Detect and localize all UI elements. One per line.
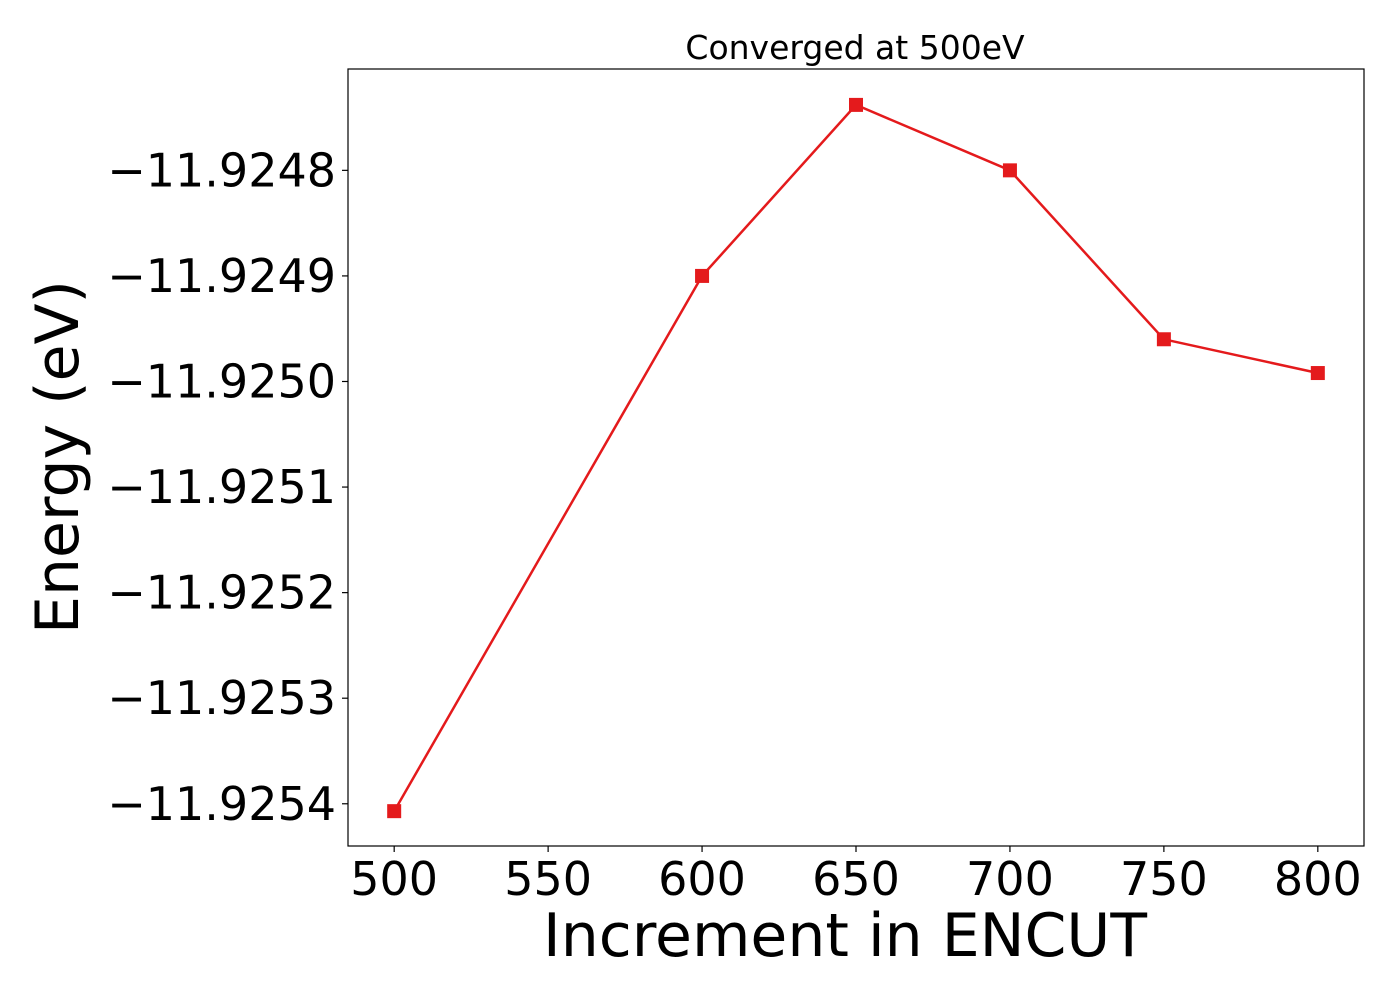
data-point-marker (1156, 332, 1171, 347)
x-tick-label: 550 (504, 852, 592, 906)
x-tick-label: 500 (350, 852, 438, 906)
x-tick-label: 600 (658, 852, 746, 906)
x-tick-label: 650 (812, 852, 900, 906)
plot-area (387, 97, 1325, 819)
x-tick-label: 700 (966, 852, 1054, 906)
y-tick-label: −11.9250 (107, 354, 336, 408)
data-point-marker (695, 268, 710, 283)
y-tick-label: −11.9253 (107, 671, 336, 725)
data-point-marker (387, 804, 402, 819)
y-tick-label: −11.9252 (107, 566, 336, 620)
data-point-marker (1002, 163, 1017, 178)
x-axis: 500 550 600 650 700 750 800 (350, 846, 1362, 906)
x-tick-label: 750 (1120, 852, 1208, 906)
y-tick-label: −11.9248 (107, 143, 336, 197)
y-tick-label: −11.9249 (107, 249, 336, 303)
y-axis-label: Energy (eV) (23, 280, 93, 634)
x-tick-label: 800 (1274, 852, 1362, 906)
data-point-marker (1310, 366, 1325, 381)
y-axis: −11.9254 −11.9253 −11.9252 −11.9251 −11.9250… (107, 143, 348, 831)
x-axis-label: Increment in ENCUT (543, 901, 1147, 971)
data-point-marker (849, 97, 863, 112)
chart-title: Converged at 500eV (685, 28, 1025, 67)
y-tick-label: −11.9254 (107, 777, 336, 831)
y-tick-label: −11.9251 (107, 460, 336, 514)
series-line (393, 103, 1319, 812)
